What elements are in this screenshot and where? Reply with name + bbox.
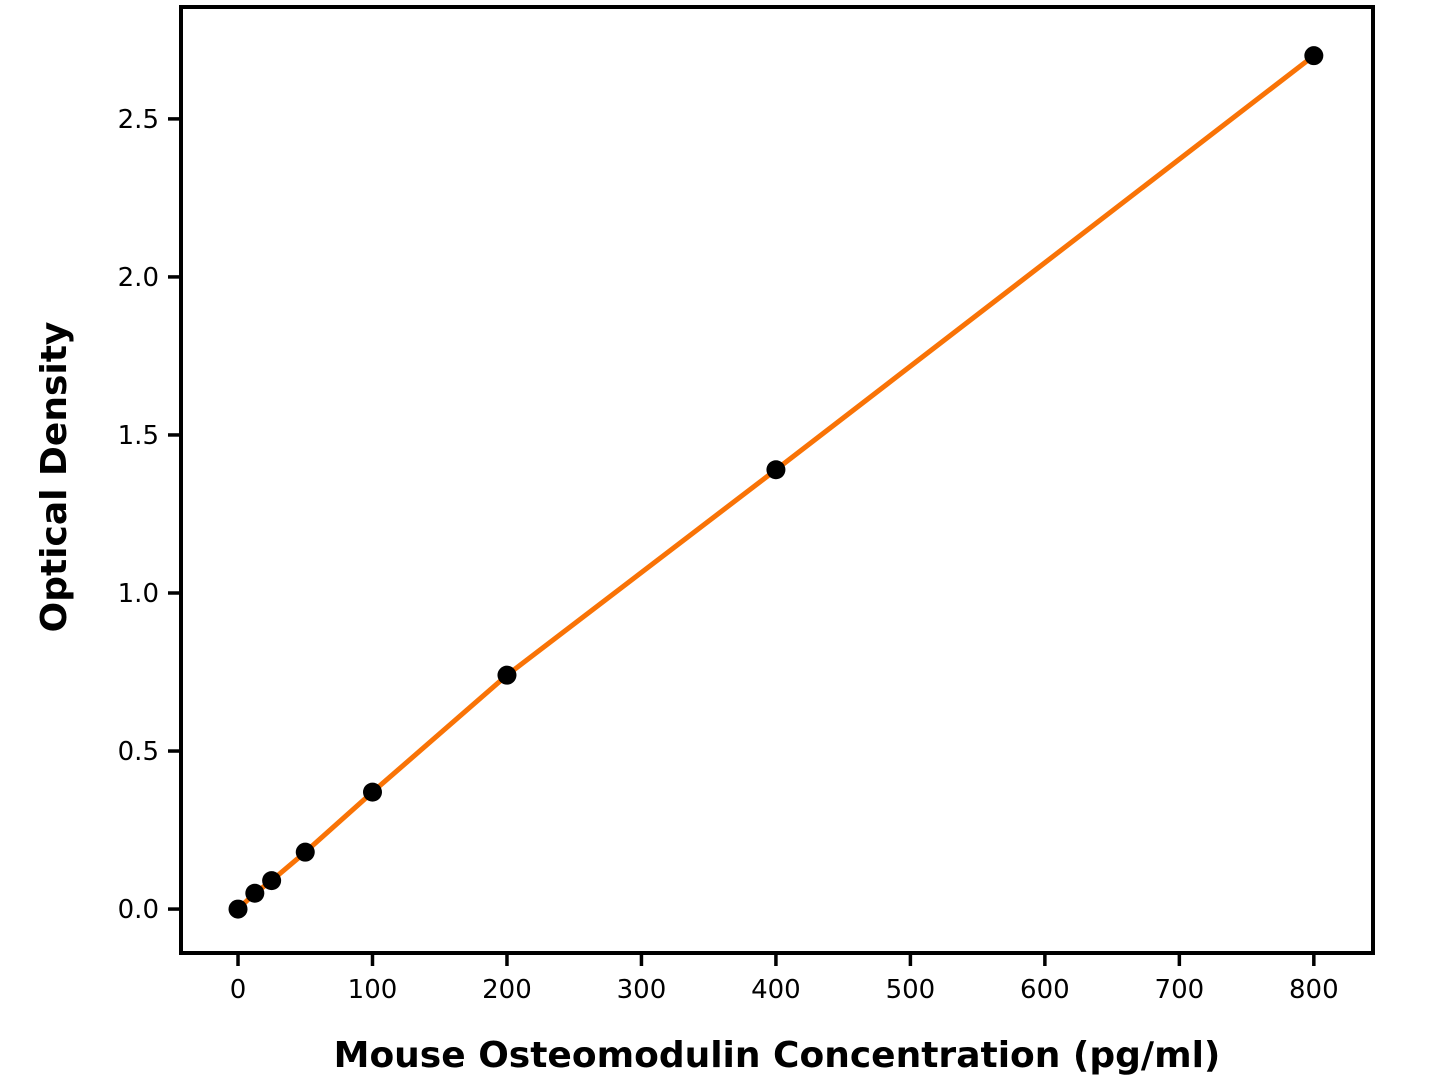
y-tick-label: 0.5 (118, 737, 159, 767)
data-point (766, 460, 786, 480)
y-axis-title: Optical Density (34, 321, 75, 633)
data-point (497, 665, 517, 685)
x-tick-label: 500 (886, 975, 936, 1005)
data-point (228, 899, 248, 919)
x-tick-label: 600 (1020, 975, 1070, 1005)
x-tick-label: 200 (482, 975, 532, 1005)
x-tick-label: 0 (230, 975, 247, 1005)
data-point (362, 782, 382, 802)
data-point (295, 842, 315, 862)
x-tick-label: 400 (751, 975, 801, 1005)
fit-line (235, 53, 1317, 912)
x-axis-title: Mouse Osteomodulin Concentration (pg/ml) (333, 1035, 1221, 1076)
y-tick-label: 1.0 (118, 579, 159, 609)
y-tick-label: 2.0 (118, 263, 159, 293)
y-tick-label: 2.5 (118, 105, 159, 135)
data-point (1304, 46, 1324, 66)
x-tick-label: 800 (1289, 975, 1339, 1005)
data-point (245, 883, 265, 903)
y-tick-label: 1.5 (118, 421, 159, 451)
x-tick-label: 700 (1155, 975, 1205, 1005)
axes-frame (179, 5, 1375, 955)
data-point (262, 871, 282, 891)
x-tick-label: 100 (348, 975, 398, 1005)
y-tick-label: 0.0 (118, 895, 159, 925)
x-tick-label: 300 (617, 975, 667, 1005)
